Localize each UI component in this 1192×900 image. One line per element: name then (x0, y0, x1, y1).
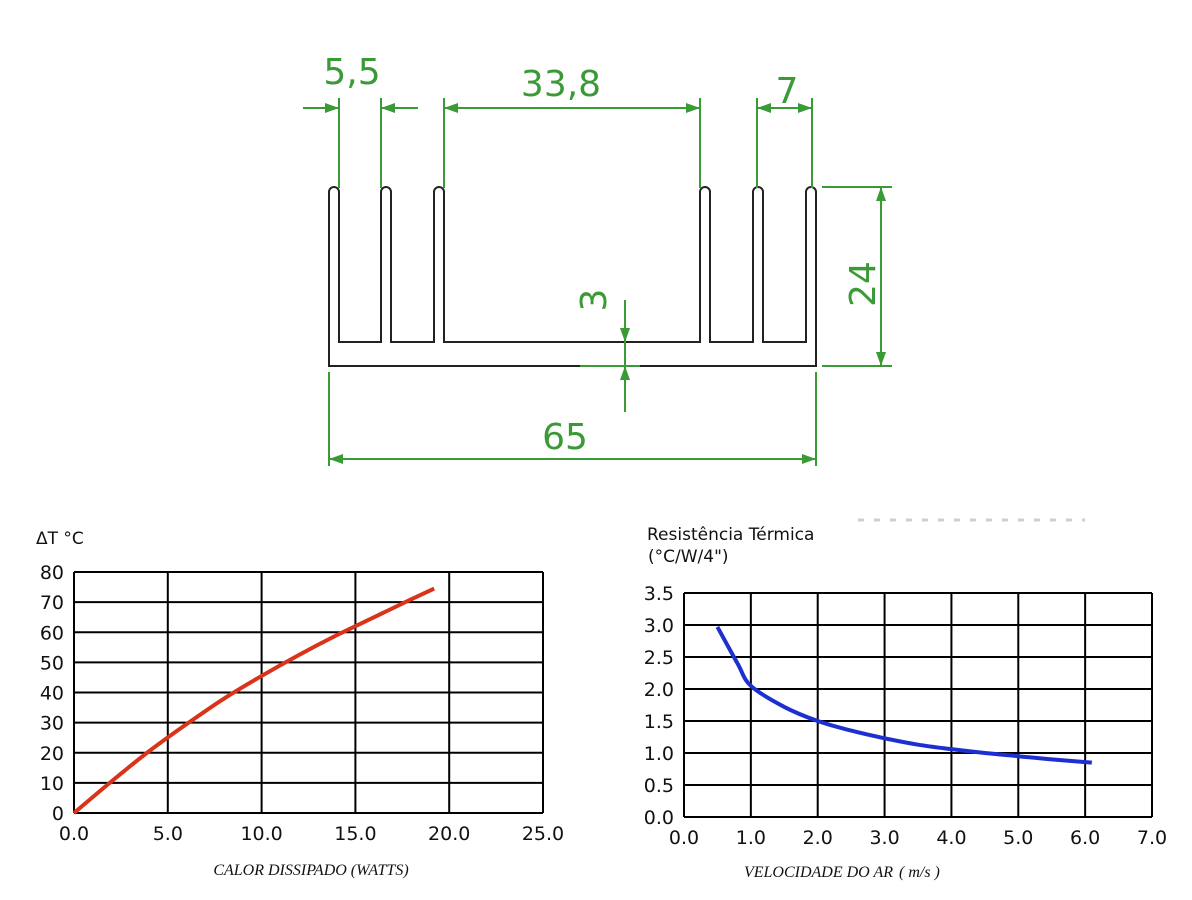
c2-ytick-label: 0.0 (644, 807, 674, 829)
c2-xtick-label: 3.0 (869, 827, 899, 849)
c2-ytick-label: 0.5 (644, 775, 674, 797)
c1-ytick-label: 50 (40, 652, 64, 674)
dimension-arrows (325, 103, 886, 464)
c2-xtick-label: 5.0 (1003, 827, 1033, 849)
c2-xtick-label: 6.0 (1070, 827, 1100, 849)
c1-ytick-label: 30 (40, 713, 64, 735)
dimension-lines (303, 108, 881, 459)
c2-ytick-label: 3.5 (644, 583, 674, 605)
heatsink-profile (329, 187, 816, 366)
extension-lines (329, 98, 892, 466)
c2-xtick-label: 2.0 (803, 827, 833, 849)
c1-xtick-label: 15.0 (334, 823, 376, 845)
chart-delta-t: ΔT °C 0 10 20 30 40 50 60 70 80 0.0 5.0 10.0 15.0 20… (36, 529, 564, 879)
chart1-xlabel: CALOR DISSIPADO (WATTS) (213, 862, 408, 879)
dim-total-height: 24 (843, 261, 884, 307)
dim-fin-spacing: 7 (776, 71, 799, 112)
chart2-ylabel-unit: (°C/W/4") (648, 547, 729, 567)
c2-xtick-label: 7.0 (1137, 827, 1167, 849)
dim-total-width: 65 (542, 417, 588, 458)
c2-ytick-label: 2.5 (644, 647, 674, 669)
c2-ytick-label: 2.0 (644, 679, 674, 701)
chart1-ylabel: ΔT °C (36, 529, 84, 549)
chart2-series-line (717, 627, 1091, 763)
chart2-xlabel-unit: ( m/s ) (899, 864, 940, 881)
c1-xtick-label: 10.0 (240, 823, 282, 845)
c1-ytick-label: 20 (40, 743, 64, 765)
c1-xtick-label: 5.0 (153, 823, 183, 845)
c1-ytick-label: 70 (40, 592, 64, 614)
dim-fin-thickness: 5,5 (323, 52, 380, 93)
c1-ytick-label: 80 (40, 562, 64, 584)
dim-base-thickness: 3 (574, 289, 615, 312)
c2-xtick-label: 1.0 (736, 827, 766, 849)
c1-ytick-label: 60 (40, 622, 64, 644)
c1-ytick-label: 0 (52, 803, 64, 825)
chart2-xlabel: VELOCIDADE DO AR (744, 864, 893, 881)
chart2-ylabel: Resistência Térmica (647, 525, 814, 545)
c1-xtick-label: 20.0 (428, 823, 470, 845)
chart-thermal-resistance: Resistência Térmica (°C/W/4") 0.0 0.5 1.0 1… (644, 525, 1167, 881)
c2-ytick-label: 1.5 (644, 711, 674, 733)
c2-ytick-label: 3.0 (644, 615, 674, 637)
c2-xtick-label: 4.0 (936, 827, 966, 849)
dim-center-gap: 33,8 (521, 64, 601, 105)
c1-ytick-label: 10 (40, 773, 64, 795)
c2-ytick-label: 1.0 (644, 743, 674, 765)
c1-xtick-label: 25.0 (522, 823, 564, 845)
heatsink-drawing: 5,5 33,8 7 65 24 3 (303, 52, 892, 466)
c1-ytick-label: 40 (40, 683, 64, 705)
chart1-series-line (74, 589, 434, 813)
c2-xtick-label: 0.0 (669, 827, 699, 849)
c1-xtick-label: 0.0 (59, 823, 89, 845)
